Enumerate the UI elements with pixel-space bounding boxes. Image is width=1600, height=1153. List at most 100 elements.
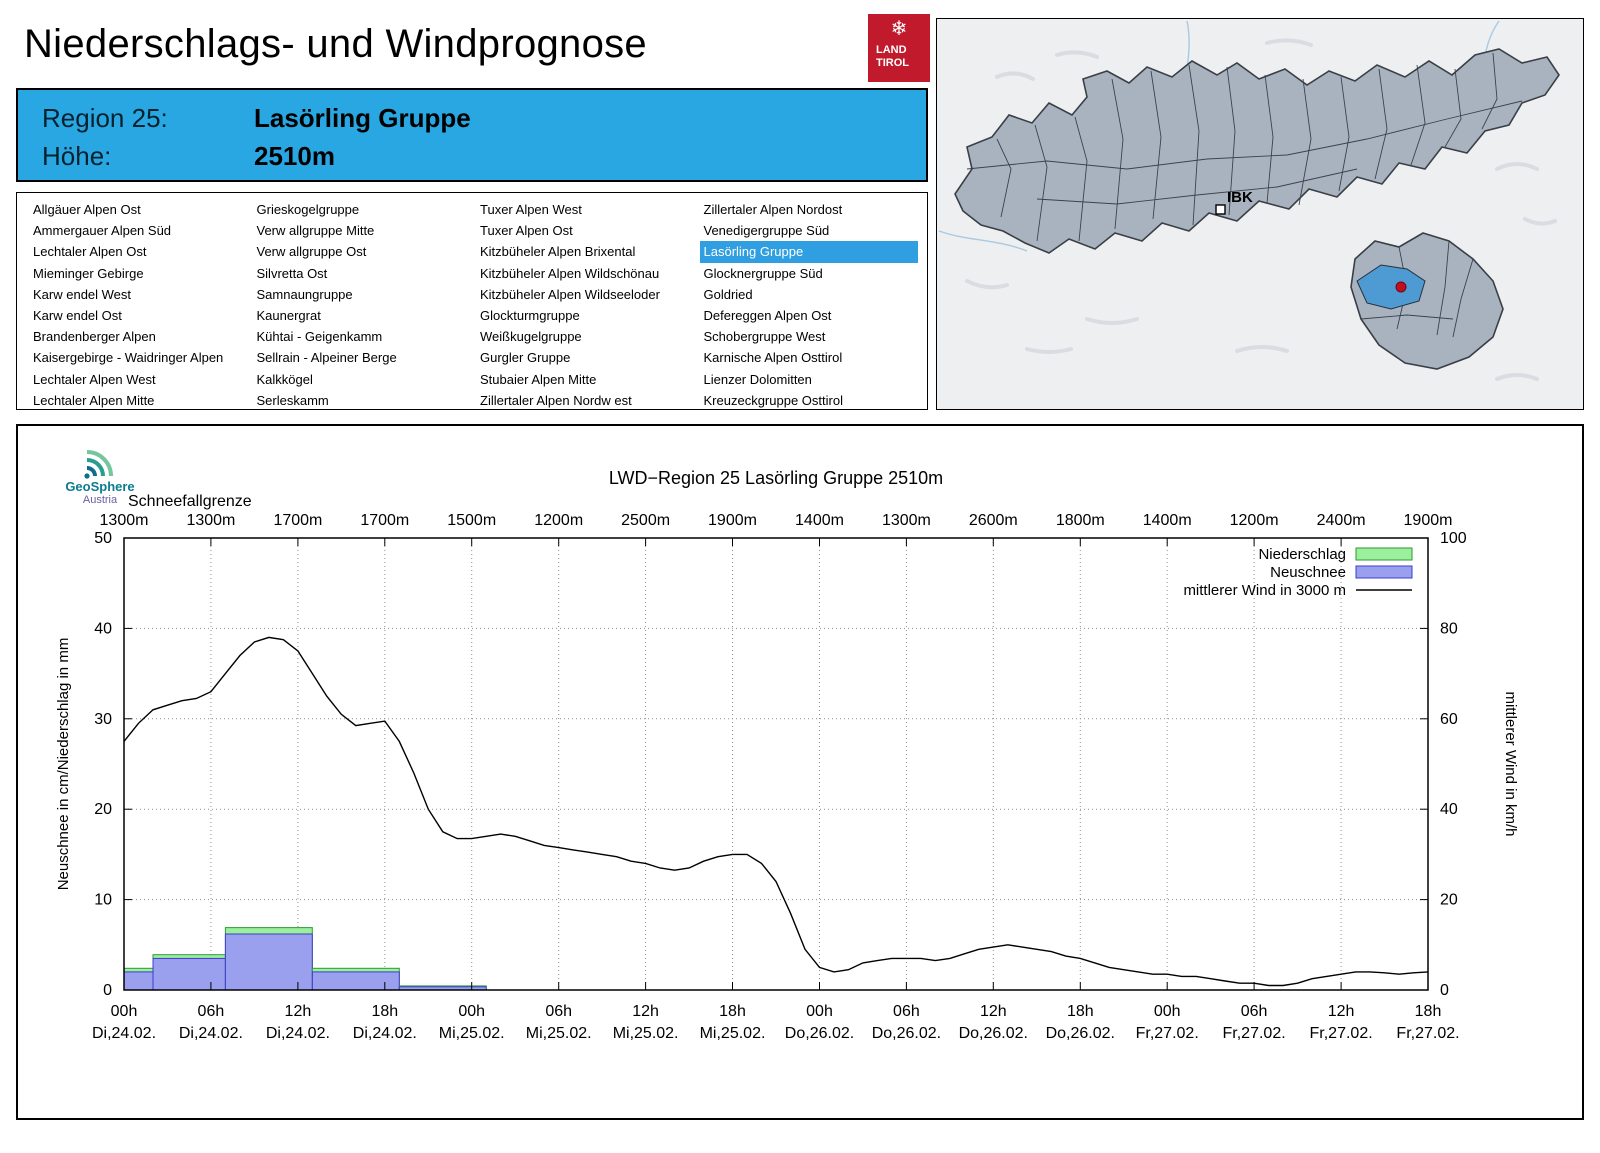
region-list-item[interactable]: Verw allgruppe Ost — [256, 244, 367, 260]
x-hour-label: 00h — [1154, 1003, 1181, 1020]
y-left-tick: 40 — [94, 620, 112, 637]
x-hour-label: 18h — [1067, 1003, 1094, 1020]
snowline-value: 1200m — [1230, 512, 1279, 529]
x-date-label: Di,24.02. — [179, 1025, 243, 1042]
x-date-label: Do,26.02. — [959, 1025, 1028, 1042]
region-list-item[interactable]: Kitzbüheler Alpen Wildschönau — [480, 265, 660, 281]
x-hour-label: 12h — [285, 1003, 312, 1020]
region-list-item[interactable]: Kreuzeckgruppe Osttirol — [703, 392, 843, 408]
neuschnee-bar — [224, 933, 313, 991]
region-list-item[interactable]: Lechtaler Alpen Ost — [33, 244, 147, 260]
region-list-item[interactable]: Lechtaler Alpen West — [33, 371, 156, 387]
north-tirol-region[interactable] — [954, 48, 1560, 254]
y-left-tick: 30 — [94, 711, 112, 728]
legend-swatch — [1355, 547, 1413, 561]
region-list-item[interactable]: Karnische Alpen Osttirol — [703, 350, 843, 366]
logo-line-1: LAND — [876, 44, 907, 56]
snowline-value: 1700m — [273, 512, 322, 529]
region-list-item[interactable]: Kühtai - Geigenkamm — [256, 329, 383, 345]
region-list-item[interactable]: Goldried — [703, 286, 753, 302]
region-list-column: Zillertaler Alpen Nordost Venedigergruppe… — [699, 199, 928, 409]
snowline-value: 1300m — [882, 512, 931, 529]
altitude-value: 2510m — [254, 140, 335, 171]
page-title: Niederschlags- und Windprognose — [24, 22, 647, 66]
neuschnee-bar — [152, 957, 226, 991]
x-hour-label: 18h — [719, 1003, 746, 1020]
snowline-value: 2500m — [621, 512, 670, 529]
snowline-value: 1500m — [447, 512, 496, 529]
region-list-item[interactable]: Serleskamm — [256, 392, 329, 408]
snowline-value: 2400m — [1317, 512, 1366, 529]
ibk-marker — [1215, 204, 1226, 215]
tirol-map-svg: IBK — [937, 19, 1583, 409]
neuschnee-bar — [311, 971, 400, 991]
tirol-map[interactable]: IBK — [936, 18, 1584, 410]
region-list-item[interactable]: Silvretta Ost — [256, 265, 328, 281]
snowline-value: 1300m — [186, 512, 235, 529]
region-list-item[interactable]: Gurgler Gruppe — [480, 350, 571, 366]
region-list-item[interactable]: Samnaungruppe — [256, 286, 353, 302]
geosphere-arcs-icon — [84, 450, 113, 479]
region-list-item-selected[interactable]: Lasörling Gruppe — [699, 241, 918, 263]
altitude-label: Höhe: — [42, 140, 112, 171]
geosphere-country: Austria — [82, 494, 118, 507]
region-list-item[interactable]: Mieminger Gebirge — [33, 265, 144, 281]
region-list-item[interactable]: Lienzer Dolomitten — [703, 371, 812, 387]
land-tirol-logo-text: LAND TIROL — [868, 44, 909, 70]
region-list-item[interactable]: Karw endel West — [33, 286, 132, 302]
region-list-item[interactable]: Schobergruppe West — [703, 329, 826, 345]
region-list-item[interactable]: Allgäuer Alpen Ost — [33, 202, 141, 217]
region-list-item[interactable]: Kaisergebirge - Waidringer Alpen — [33, 350, 224, 366]
region-list-item[interactable]: Zillertaler Alpen Nordw est — [480, 392, 632, 408]
x-hour-label: 12h — [980, 1003, 1007, 1020]
x-date-label: Do,26.02. — [872, 1025, 941, 1042]
region-list-item[interactable]: Ammergauer Alpen Süd — [33, 223, 172, 239]
region-header: Region 25: Lasörling Gruppe Höhe: 2510m — [16, 88, 928, 182]
x-date-label: Fr,27.02. — [1223, 1025, 1286, 1042]
snowline-value: 1900m — [1404, 512, 1453, 529]
region-list-item[interactable]: Kaunergrat — [256, 307, 321, 323]
region-list-item[interactable]: Weißkugelgruppe — [480, 329, 582, 345]
x-hour-label: 00h — [458, 1003, 485, 1020]
x-date-label: Mi,25.02. — [439, 1025, 505, 1042]
x-date-label: Di,24.02. — [266, 1025, 330, 1042]
x-hour-label: 06h — [893, 1003, 920, 1020]
region-list-item[interactable]: Verw allgruppe Mitte — [256, 223, 375, 239]
terrain-shading — [965, 38, 1557, 381]
region-list-item[interactable]: Lechtaler Alpen Mitte — [33, 392, 155, 408]
region-list-item[interactable]: Grieskogelgruppe — [256, 202, 360, 217]
region-list-item[interactable]: Kitzbüheler Alpen Wildseeloder — [480, 286, 660, 302]
x-hour-label: 00h — [806, 1003, 833, 1020]
region-list-item[interactable]: Karw endel Ost — [33, 307, 122, 323]
north-tirol-subregion-borders — [966, 52, 1523, 242]
x-date-label: Mi,25.02. — [526, 1025, 592, 1042]
region-list-item[interactable]: Zillertaler Alpen Nordost — [703, 202, 843, 217]
selected-region-highlight[interactable] — [1356, 264, 1426, 310]
region-list-item[interactable]: Glockturmgruppe — [480, 307, 580, 323]
ibk-label: IBK — [1227, 189, 1253, 206]
geosphere-name: GeoSphere — [65, 479, 135, 494]
region-list-item[interactable]: Defereggen Alpen Ost — [703, 307, 832, 323]
neuschnee-bar — [123, 971, 154, 991]
region-list-item[interactable]: Glocknergruppe Süd — [703, 265, 823, 281]
region-list-item[interactable]: Kalkkögel — [256, 371, 313, 387]
region-list-item[interactable]: Kitzbüheler Alpen Brixental — [480, 244, 636, 260]
forecast-chart: LWD−Region 25 Lasörling Gruppe 2510m Schn… — [55, 468, 1519, 1042]
snowline-value: 1200m — [534, 512, 583, 529]
region-list-item[interactable]: Venedigergruppe Süd — [703, 223, 830, 239]
x-date-label: Do,26.02. — [785, 1025, 854, 1042]
snowline-value: 1300m — [100, 512, 149, 529]
snowline-value: 1800m — [1056, 512, 1105, 529]
logo-line-2: TIROL — [876, 57, 909, 70]
x-hour-label: 06h — [198, 1003, 225, 1020]
region-list-item[interactable]: Tuxer Alpen West — [480, 202, 582, 217]
snowline-value: 1400m — [1143, 512, 1192, 529]
region-list-item[interactable]: Tuxer Alpen Ost — [480, 223, 573, 239]
legend-swatch — [1355, 565, 1413, 579]
region-list-item[interactable]: Stubaier Alpen Mitte — [480, 371, 597, 387]
region-list-item[interactable]: Brandenberger Alpen — [33, 329, 156, 345]
geosphere-logo: GeoSphere Austria — [48, 444, 152, 506]
region-list-item[interactable]: Sellrain - Alpeiner Berge — [256, 350, 397, 366]
x-hour-label: 00h — [111, 1003, 138, 1020]
x-hour-label: 12h — [632, 1003, 659, 1020]
